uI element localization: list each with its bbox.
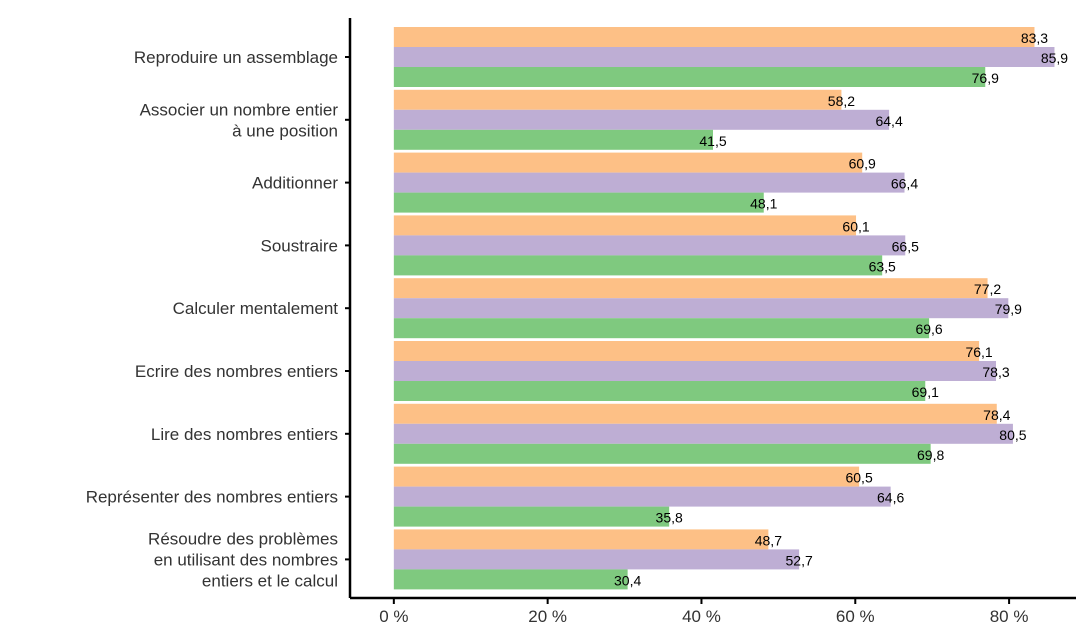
bar-8-series-2 <box>393 486 891 507</box>
value-label-2-series-2: 64,4 <box>875 113 902 129</box>
value-labels-layer: 83,3 85,9 76,9 58,2 64,4 41,5 60,9 66,4 48,1 60,1… <box>614 30 1068 588</box>
value-label-3-series-3: 48,1 <box>750 196 777 212</box>
value-label-5-series-2: 79,9 <box>995 301 1022 317</box>
value-label-9-series-1: 48,7 <box>755 532 782 548</box>
category-label-7: Lire des nombres entiers <box>151 425 338 444</box>
value-label-2-series-3: 41,5 <box>699 133 726 149</box>
value-label-1-series-1: 83,3 <box>1021 30 1048 46</box>
value-label-8-series-2: 64,6 <box>877 490 904 506</box>
category-label-8: Représenter des nombres entiers <box>86 488 338 507</box>
value-label-2-series-1: 58,2 <box>828 93 855 109</box>
value-label-4-series-2: 66,5 <box>892 238 919 254</box>
bar-5-series-2 <box>393 298 1009 319</box>
bar-2-series-3 <box>393 129 713 150</box>
bar-7-series-3 <box>393 443 931 464</box>
category-label-4: Soustraire <box>261 236 338 255</box>
bar-8-series-3 <box>393 506 670 527</box>
category-label-5: Calculer mentalement <box>173 299 339 318</box>
bar-9-series-1 <box>393 529 769 550</box>
bar-5-series-1 <box>393 278 988 299</box>
bar-4-series-3 <box>393 255 883 276</box>
value-label-3-series-1: 60,9 <box>849 156 876 172</box>
value-label-5-series-1: 77,2 <box>974 281 1001 297</box>
value-label-5-series-3: 69,6 <box>915 321 942 337</box>
bar-7-series-2 <box>393 423 1013 444</box>
y-axis: Reproduire un assemblage Associer un nomb… <box>86 18 352 598</box>
bar-3-series-2 <box>393 172 905 193</box>
x-tick-label-80: 80 % <box>990 607 1029 625</box>
category-label-6: Ecrire des nombres entiers <box>135 362 338 381</box>
value-label-4-series-3: 63,5 <box>869 258 896 274</box>
value-label-8-series-1: 60,5 <box>845 470 872 486</box>
bar-3-series-1 <box>393 152 863 173</box>
value-label-7-series-2: 80,5 <box>999 427 1026 443</box>
bar-4-series-1 <box>393 215 857 236</box>
bar-7-series-1 <box>393 403 997 424</box>
x-tick-label-0: 0 % <box>379 607 408 625</box>
value-label-3-series-2: 66,4 <box>891 176 918 192</box>
x-tick-label-40: 40 % <box>682 607 721 625</box>
value-label-7-series-1: 78,4 <box>983 407 1010 423</box>
bar-9-series-3 <box>393 569 628 590</box>
bar-1-series-1 <box>393 27 1035 47</box>
bar-8-series-1 <box>393 466 860 487</box>
value-label-6-series-3: 69,1 <box>912 384 939 400</box>
bar-9-series-2 <box>393 549 800 570</box>
value-label-9-series-2: 52,7 <box>786 552 813 568</box>
value-label-9-series-3: 30,4 <box>614 572 641 588</box>
category-label-3: Additionner <box>252 174 338 193</box>
bar-6-series-3 <box>393 381 926 401</box>
value-label-1-series-3: 76,9 <box>972 70 999 86</box>
category-label-9: Résoudre des problèmes en utilisant des n… <box>148 529 338 590</box>
bar-5-series-3 <box>393 318 930 339</box>
value-label-8-series-3: 35,8 <box>656 510 683 526</box>
x-tick-label-20: 20 % <box>528 607 567 625</box>
bars-layer <box>393 27 1055 590</box>
x-axis: 0 % 20 % 40 % 60 % 80 % <box>350 596 1076 625</box>
bar-1-series-3 <box>393 67 986 87</box>
bar-1-series-2 <box>393 47 1055 67</box>
x-tick-label-60: 60 % <box>836 607 875 625</box>
bar-6-series-2 <box>393 361 997 381</box>
bar-2-series-2 <box>393 109 890 130</box>
bar-4-series-2 <box>393 235 906 256</box>
value-label-6-series-2: 78,3 <box>982 364 1009 380</box>
value-label-1-series-2: 85,9 <box>1041 50 1068 66</box>
category-label-2: Associer un nombre entier à une position <box>140 100 339 140</box>
value-label-4-series-1: 60,1 <box>842 218 869 234</box>
value-label-7-series-3: 69,8 <box>917 447 944 463</box>
bar-3-series-3 <box>393 192 764 213</box>
category-label-1: Reproduire un assemblage <box>134 48 338 67</box>
value-label-6-series-1: 76,1 <box>965 344 992 360</box>
bar-2-series-1 <box>393 89 842 110</box>
bar-6-series-1 <box>393 341 980 361</box>
